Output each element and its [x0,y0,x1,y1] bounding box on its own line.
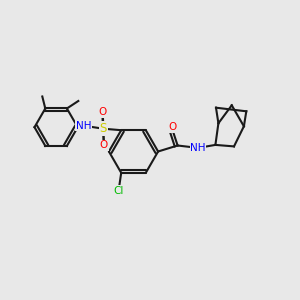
Text: O: O [100,140,108,150]
Text: NH: NH [190,143,206,153]
Text: O: O [168,122,176,133]
Text: Cl: Cl [114,186,124,196]
Text: O: O [98,107,107,117]
Text: S: S [100,122,107,135]
Text: NH: NH [76,121,92,131]
